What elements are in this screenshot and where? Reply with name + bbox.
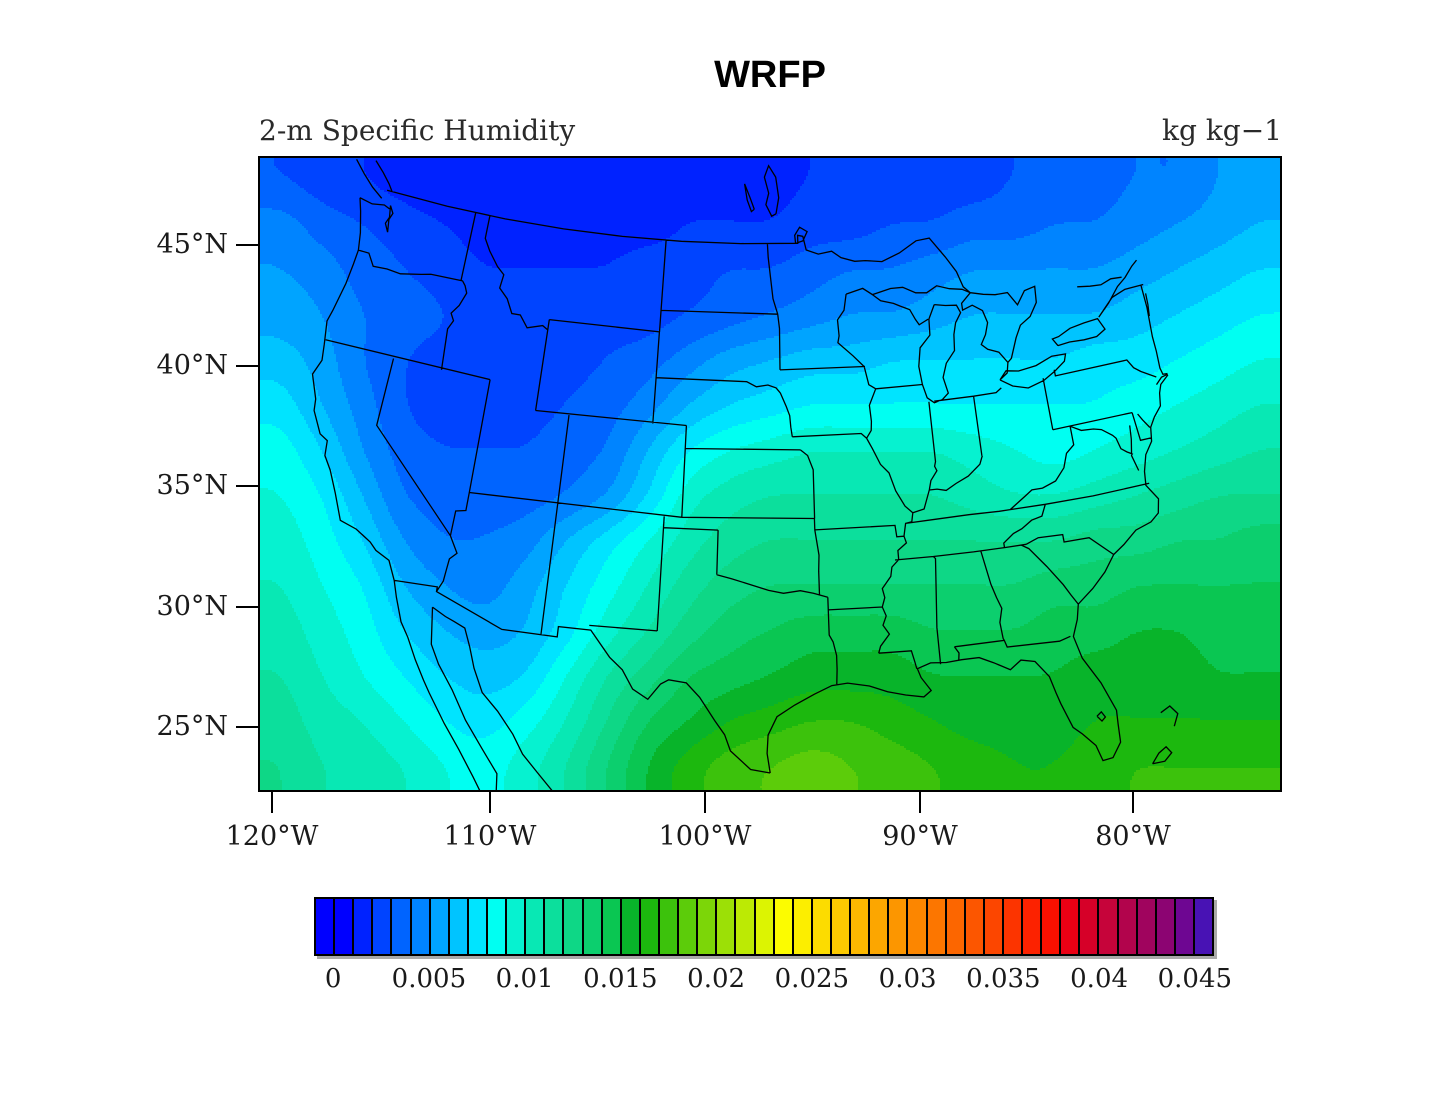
colorbar-cell [887, 899, 907, 954]
lat-tick-label: 30°N [156, 590, 228, 622]
colorbar-label: 0.04 [1070, 964, 1129, 994]
colorbar-label: 0.03 [878, 964, 937, 994]
colorbar-cell [1154, 899, 1174, 954]
lat-tick [236, 244, 258, 246]
colorbar-cell [638, 899, 658, 954]
units-label: kg kg−1 [1162, 114, 1282, 147]
map-plot-area [258, 156, 1282, 792]
colorbar-cell [810, 899, 830, 954]
colorbar-cell [505, 899, 525, 954]
colorbar-cell [409, 899, 429, 954]
colorbar-cell [657, 899, 678, 954]
colorbar-cell [696, 899, 716, 954]
colorbar-cell [428, 899, 448, 954]
colorbar-cell [925, 899, 945, 954]
lon-tick [489, 792, 491, 813]
colorbar-cell [1078, 899, 1098, 954]
colorbar [314, 897, 1214, 956]
lat-tick-label: 40°N [156, 349, 228, 381]
colorbar-cell [333, 899, 353, 954]
colorbar-label: 0.015 [583, 964, 658, 994]
colorbar-cell [600, 899, 620, 954]
colorbar-cell [524, 899, 544, 954]
lat-tick-label: 25°N [156, 711, 228, 742]
colorbar-cell [371, 899, 391, 954]
colorbar-cell [316, 899, 334, 954]
colorbar-cell [963, 899, 983, 954]
lat-tick [236, 726, 258, 728]
colorbar-cell [1021, 899, 1041, 954]
map-inner [260, 158, 1280, 790]
subtitle-row: 2-m Specific Humidity kg kg−1 [259, 114, 1282, 154]
colorbar-cell [734, 899, 754, 954]
lat-tick [236, 605, 258, 608]
plot-title: WRFP [714, 54, 826, 96]
lon-tick-label: 80°W [1095, 821, 1171, 852]
colorbar-cell [447, 899, 467, 954]
colorbar-cell [581, 899, 601, 954]
colorbar-cell [1135, 899, 1155, 954]
colorbar-cell [1116, 899, 1136, 954]
lon-tick-label: 120°W [225, 821, 319, 852]
colorbar-cell [352, 899, 372, 954]
colorbar-cell [1059, 899, 1079, 954]
colorbar-cell [677, 899, 697, 954]
colorbar-label: 0.025 [774, 964, 850, 994]
colorbar-cell [791, 899, 811, 954]
colorbar-cell [982, 899, 1002, 954]
colorbar-cell [485, 899, 506, 954]
colorbar-cell [944, 899, 964, 954]
lon-tick [1132, 792, 1134, 813]
colorbar-cell [390, 899, 410, 954]
colorbar-cell [772, 899, 792, 954]
colorbar-cell [753, 899, 773, 954]
colorbar-label: 0.035 [966, 964, 1041, 994]
colorbar-cell [543, 899, 563, 954]
lat-tick-label: 45°N [156, 229, 228, 260]
coastline-state-borders [311, 158, 1179, 790]
colorbar-label: 0 [324, 964, 342, 994]
colorbar-cell [906, 899, 926, 954]
lon-tick-label: 100°W [658, 821, 752, 852]
colorbar-label: 0.02 [687, 964, 746, 994]
colorbar-cell [1001, 899, 1022, 954]
humidity-field-canvas [260, 158, 1280, 790]
colorbar-cell [1097, 899, 1117, 954]
colorbar-cell [562, 899, 582, 954]
colorbar-cell [829, 899, 850, 954]
lat-tick-label: 35°N [156, 470, 228, 501]
lon-tick [704, 792, 706, 813]
colorbar-cell [1173, 899, 1194, 954]
lon-tick-label: 110°W [443, 821, 537, 852]
colorbar-cell [868, 899, 888, 954]
colorbar-label: 0.005 [391, 964, 467, 994]
lon-tick [271, 792, 273, 813]
lat-tick [236, 485, 258, 487]
colorbar-cell [466, 899, 486, 954]
colorbar-cell [849, 899, 869, 954]
colorbar-cell [1040, 899, 1060, 954]
colorbar-cell [619, 899, 639, 954]
lat-tick [236, 364, 258, 367]
colorbar-label: 0.01 [495, 964, 554, 994]
colorbar-label: 0.045 [1157, 964, 1233, 994]
field-label: 2-m Specific Humidity [259, 114, 576, 147]
lon-tick-label: 90°W [882, 821, 958, 852]
geo-borders-overlay [311, 158, 1179, 790]
colorbar-cell [715, 899, 735, 954]
lon-tick [919, 792, 921, 813]
colorbar-cell [1193, 899, 1213, 954]
